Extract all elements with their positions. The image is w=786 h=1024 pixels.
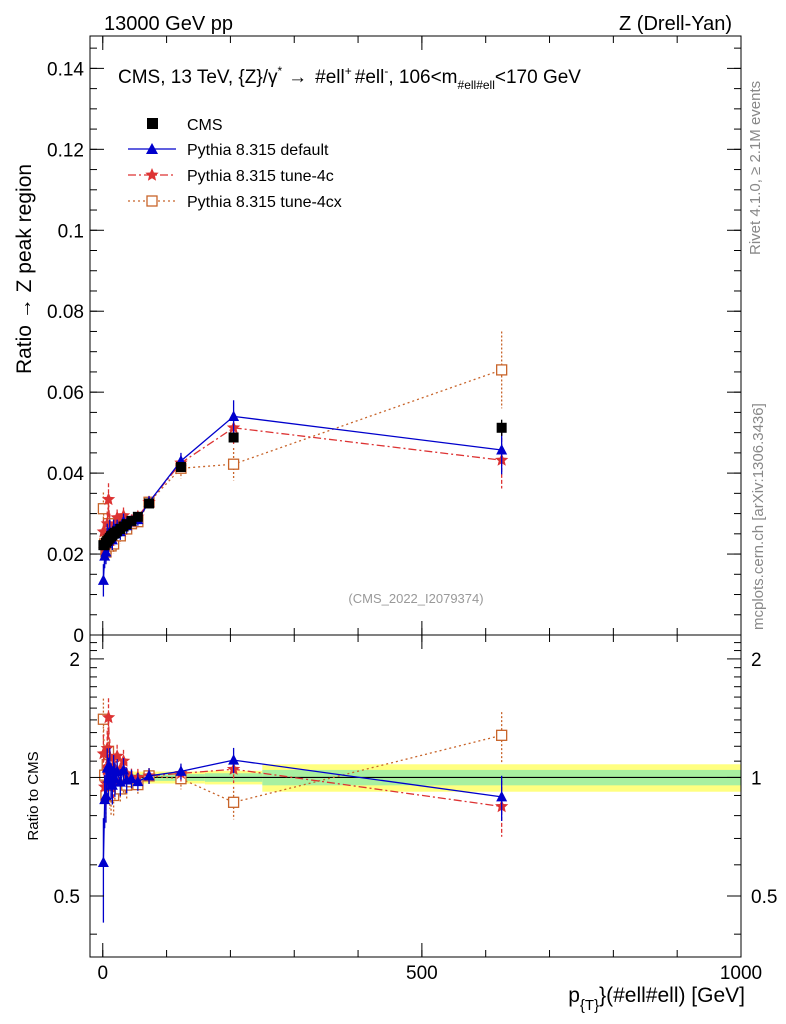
data-point-default: [100, 546, 112, 557]
y-tick-label-top: 0.06: [47, 383, 84, 404]
header-right: Z (Drell-Yan): [619, 13, 732, 35]
legend-marker-cms: [147, 118, 158, 129]
data-point-default: [97, 574, 109, 585]
data-point-default: [132, 775, 144, 787]
legend-entry-default: Pythia 8.315 default: [128, 142, 329, 159]
data-point-default: [228, 754, 240, 765]
x-tick-label: 1000: [720, 963, 762, 984]
x-tick-label: 0: [97, 963, 108, 984]
plot-title: CMS, 13 TeV, {Z}/γ* → #ell+ #ell-, 106<m#el…: [118, 64, 581, 92]
y-axis-title-top: Ratio → Z peak region: [13, 164, 36, 374]
data-point-tune4cx: [496, 729, 508, 741]
legend-label-cms: CMS: [187, 117, 223, 134]
y-tick-label-top: 0: [73, 626, 84, 647]
y-tick-label-top: 0.02: [47, 545, 84, 566]
main-plot-series: [96, 331, 509, 597]
main-plot-ticks: 0 0.02 0.04 0.06 0.08 0.1 0.12 0.14: [47, 36, 742, 647]
ratio-plot-frame: [89, 634, 742, 958]
series-line-default: [102, 415, 502, 581]
y-tick-label-bottom: 0.5: [54, 887, 80, 908]
data-point-cms: [132, 511, 143, 522]
data-point-default: [125, 772, 137, 784]
data-point-default: [143, 769, 155, 781]
ratio-uncertainty-bands: [102, 764, 741, 792]
legend-marker-tune4cx: [146, 195, 158, 207]
series-line-tune4c: [102, 717, 502, 808]
y-axis-title-bottom: Ratio to CMS: [25, 751, 42, 840]
data-point-cms: [175, 462, 186, 473]
y-tick-label-bottom-right: 1: [751, 768, 762, 789]
data-point-tune4c: [101, 492, 116, 506]
rivet-version: Rivet 4.1.0, ≥ 2.1M events: [747, 81, 764, 255]
legend-label-tune4cx: Pythia 8.315 tune-4cx: [187, 194, 342, 211]
data-point-default: [97, 856, 109, 868]
data-point-tune4c: [100, 516, 114, 530]
mcplots-credit: mcplots.cern.ch [arXiv:1306.3436]: [750, 403, 767, 630]
series-line-tune4c: [102, 427, 502, 551]
y-tick-label-bottom-right: 2: [751, 650, 762, 671]
data-point-cms: [144, 498, 155, 509]
legend-marker-default: [146, 143, 158, 154]
x-tick-label: 500: [406, 963, 438, 984]
legend-entry-tune4cx: Pythia 8.315 tune-4cx: [128, 194, 342, 211]
data-point-default: [496, 444, 508, 455]
ratio-plot-ticks: 0.5 0.5 1 1 2 2 0 500 1000: [54, 635, 777, 984]
y-tick-label-top: 0.14: [47, 59, 84, 80]
legend-label-default: Pythia 8.315 default: [187, 142, 329, 159]
ratio-plot-series: [96, 698, 509, 923]
y-tick-label-top: 0.1: [58, 221, 84, 242]
data-point-tune4c: [101, 710, 116, 724]
ratio-plot-panel: 0.5 0.5 1 1 2 2 0 500 1000: [54, 634, 777, 984]
data-point-tune4cx: [227, 796, 240, 808]
data-point-tune4cx: [496, 364, 508, 376]
data-point-cms: [126, 515, 137, 526]
x-axis-title: p{T}}(#ell#ell) [GeV]: [568, 984, 745, 1014]
legend-entry-tune4c: Pythia 8.315 tune-4c: [128, 168, 334, 185]
series-line-tune4cx: [102, 369, 502, 553]
legend-marker-tune4c: [145, 168, 159, 181]
data-point-default: [496, 790, 508, 802]
y-tick-label-bottom: 1: [69, 768, 80, 789]
legend: CMS Pythia 8.315 default Pythia 8.315 tu…: [128, 117, 342, 211]
data-point-cms: [496, 422, 507, 433]
y-tick-label-top: 0.04: [47, 464, 84, 485]
analysis-watermark: (CMS_2022_I2079374): [348, 591, 483, 606]
y-tick-label-top: 0.12: [47, 140, 84, 161]
data-point-tune4c: [100, 741, 114, 754]
main-plot-panel: 0 0.02 0.04 0.06 0.08 0.1 0.12 0.14 CMS, 13 TeV…: [47, 35, 742, 647]
legend-label-tune4c: Pythia 8.315 tune-4c: [187, 168, 334, 185]
data-point-default: [175, 765, 187, 776]
y-tick-label-bottom: 2: [69, 650, 80, 671]
data-point-default: [228, 410, 240, 421]
data-point-cms: [228, 432, 239, 443]
data-point-tune4cx: [227, 458, 240, 470]
legend-entry-cms: CMS: [147, 117, 223, 134]
y-tick-label-bottom-right: 0.5: [751, 887, 777, 908]
header-left: 13000 GeV pp: [104, 13, 233, 35]
y-tick-label-top: 0.08: [47, 302, 84, 323]
